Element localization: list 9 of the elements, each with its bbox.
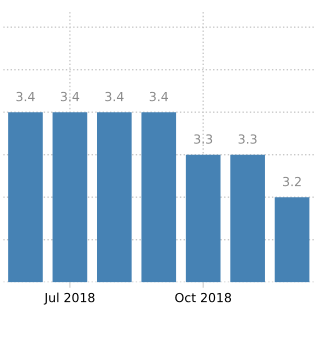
data-label: 3.3 bbox=[238, 134, 257, 144]
x-tick-label: Jul 2018 bbox=[44, 292, 94, 305]
data-label: 3.4 bbox=[60, 92, 80, 102]
data-label: 3.4 bbox=[16, 92, 35, 102]
data-label: 3.4 bbox=[150, 92, 168, 102]
data-label: 3.2 bbox=[283, 176, 301, 186]
data-label: 3.4 bbox=[105, 92, 124, 102]
x-tick-label: Oct 2018 bbox=[175, 292, 232, 302]
data-label: 3.3 bbox=[194, 134, 212, 144]
